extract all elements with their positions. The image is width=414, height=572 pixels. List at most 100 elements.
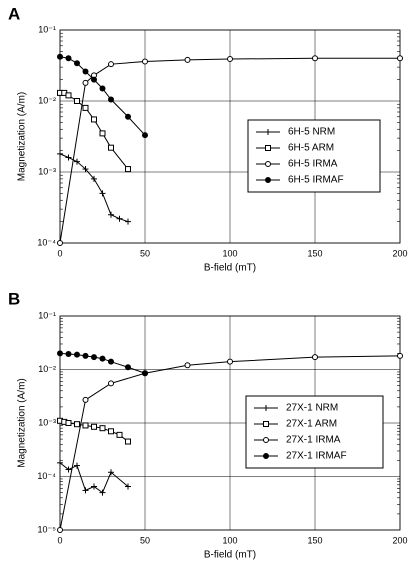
marker-plus — [125, 483, 131, 490]
x-tick-label: 50 — [140, 535, 150, 545]
y-tick-label: 10⁻³ — [38, 417, 56, 427]
marker-square — [65, 92, 72, 99]
legend-label: 6H-5 ARM — [288, 143, 334, 154]
legend-label: 6H-5 IRMA — [288, 159, 338, 170]
marker-dot — [108, 358, 114, 365]
marker-open — [57, 240, 63, 246]
series-line — [59, 56, 146, 136]
marker-square — [91, 116, 97, 123]
marker-dot — [74, 60, 80, 67]
marker-dot — [57, 53, 63, 60]
marker-plus — [99, 190, 106, 197]
marker-dot — [99, 85, 106, 92]
marker-open — [108, 380, 114, 387]
marker-plus — [265, 129, 271, 135]
marker-open — [142, 58, 148, 65]
marker-open — [265, 161, 271, 167]
marker-square — [82, 104, 89, 111]
marker-dot — [142, 132, 148, 139]
marker-dot — [125, 113, 131, 120]
marker-dot — [82, 68, 89, 75]
marker-dot — [99, 355, 106, 362]
marker-plus — [74, 158, 80, 165]
x-axis-label: B-field (mT) — [204, 263, 256, 274]
y-tick-label: 10⁻³ — [38, 166, 56, 176]
marker-plus — [82, 487, 89, 494]
marker-square — [65, 420, 72, 426]
marker-plus — [65, 466, 72, 473]
legend-label: 27X-1 IRMAF — [286, 451, 347, 462]
x-axis-label: B-field (mT) — [204, 550, 256, 561]
marker-square — [125, 438, 131, 445]
y-axis-label: Magnetization (A/m) — [17, 378, 28, 467]
marker-dot — [108, 96, 114, 103]
marker-dot — [65, 350, 72, 357]
y-tick-label: 10⁻⁴ — [37, 471, 56, 481]
y-tick-label: 10⁻⁴ — [37, 237, 56, 247]
marker-square — [74, 421, 80, 428]
marker-square — [108, 144, 114, 151]
marker-plus — [99, 489, 106, 496]
marker-dot — [74, 351, 80, 358]
marker-open — [397, 55, 403, 62]
legend-label: 27X-1 IRMA — [286, 435, 341, 446]
legend-label: 27X-1 ARM — [286, 419, 337, 430]
series-line — [59, 355, 401, 531]
marker-dot — [91, 354, 97, 361]
marker-plus — [82, 166, 89, 173]
marker-plus — [65, 154, 72, 161]
marker-dot — [65, 55, 72, 62]
marker-square — [99, 130, 106, 137]
marker-square — [263, 421, 269, 427]
marker-open — [227, 358, 233, 365]
marker-plus — [57, 459, 63, 466]
marker-dot — [265, 177, 271, 183]
y-tick-label: 10⁻¹ — [38, 24, 56, 34]
marker-plus — [125, 218, 131, 225]
marker-plus — [263, 405, 269, 411]
marker-open — [184, 362, 191, 369]
marker-plus — [74, 462, 80, 469]
y-tick-label: 10⁻¹ — [38, 310, 56, 320]
marker-dot — [82, 352, 89, 359]
series-line — [59, 462, 129, 494]
marker-open — [312, 354, 318, 361]
marker-plus — [116, 215, 123, 222]
x-tick-label: 100 — [222, 535, 237, 545]
marker-plus — [108, 211, 114, 218]
legend-label: 27X-1 NRM — [286, 403, 338, 414]
y-axis-label: Magnetization (A/m) — [17, 92, 28, 181]
x-tick-label: 0 — [57, 535, 62, 545]
marker-open — [108, 61, 114, 68]
marker-plus — [108, 469, 114, 476]
marker-open — [82, 79, 89, 86]
marker-square — [108, 428, 114, 435]
marker-square — [99, 425, 106, 432]
legend-label: 6H-5 NRM — [288, 127, 335, 138]
legend-label: 6H-5 IRMAF — [288, 175, 344, 186]
x-tick-label: 0 — [57, 248, 62, 258]
marker-open — [312, 55, 318, 62]
marker-dot — [263, 453, 269, 459]
x-tick-label: 150 — [307, 248, 322, 258]
x-tick-label: 150 — [307, 535, 322, 545]
marker-dot — [91, 76, 97, 83]
marker-square — [116, 431, 123, 438]
marker-open — [57, 527, 63, 533]
marker-open — [82, 396, 89, 403]
marker-square — [82, 422, 89, 429]
x-tick-label: 200 — [392, 248, 407, 258]
marker-square — [74, 98, 80, 104]
y-tick-label: 10⁻² — [38, 364, 56, 374]
marker-dot — [125, 364, 131, 371]
y-tick-label: 10⁻² — [38, 95, 56, 105]
panel-letter: A — [8, 4, 20, 23]
marker-square — [91, 423, 97, 430]
marker-square — [125, 166, 131, 173]
marker-square — [265, 145, 271, 151]
plot-frame — [59, 29, 401, 244]
marker-plus — [91, 483, 97, 490]
x-tick-label: 100 — [222, 248, 237, 258]
panel-letter: B — [8, 289, 20, 308]
